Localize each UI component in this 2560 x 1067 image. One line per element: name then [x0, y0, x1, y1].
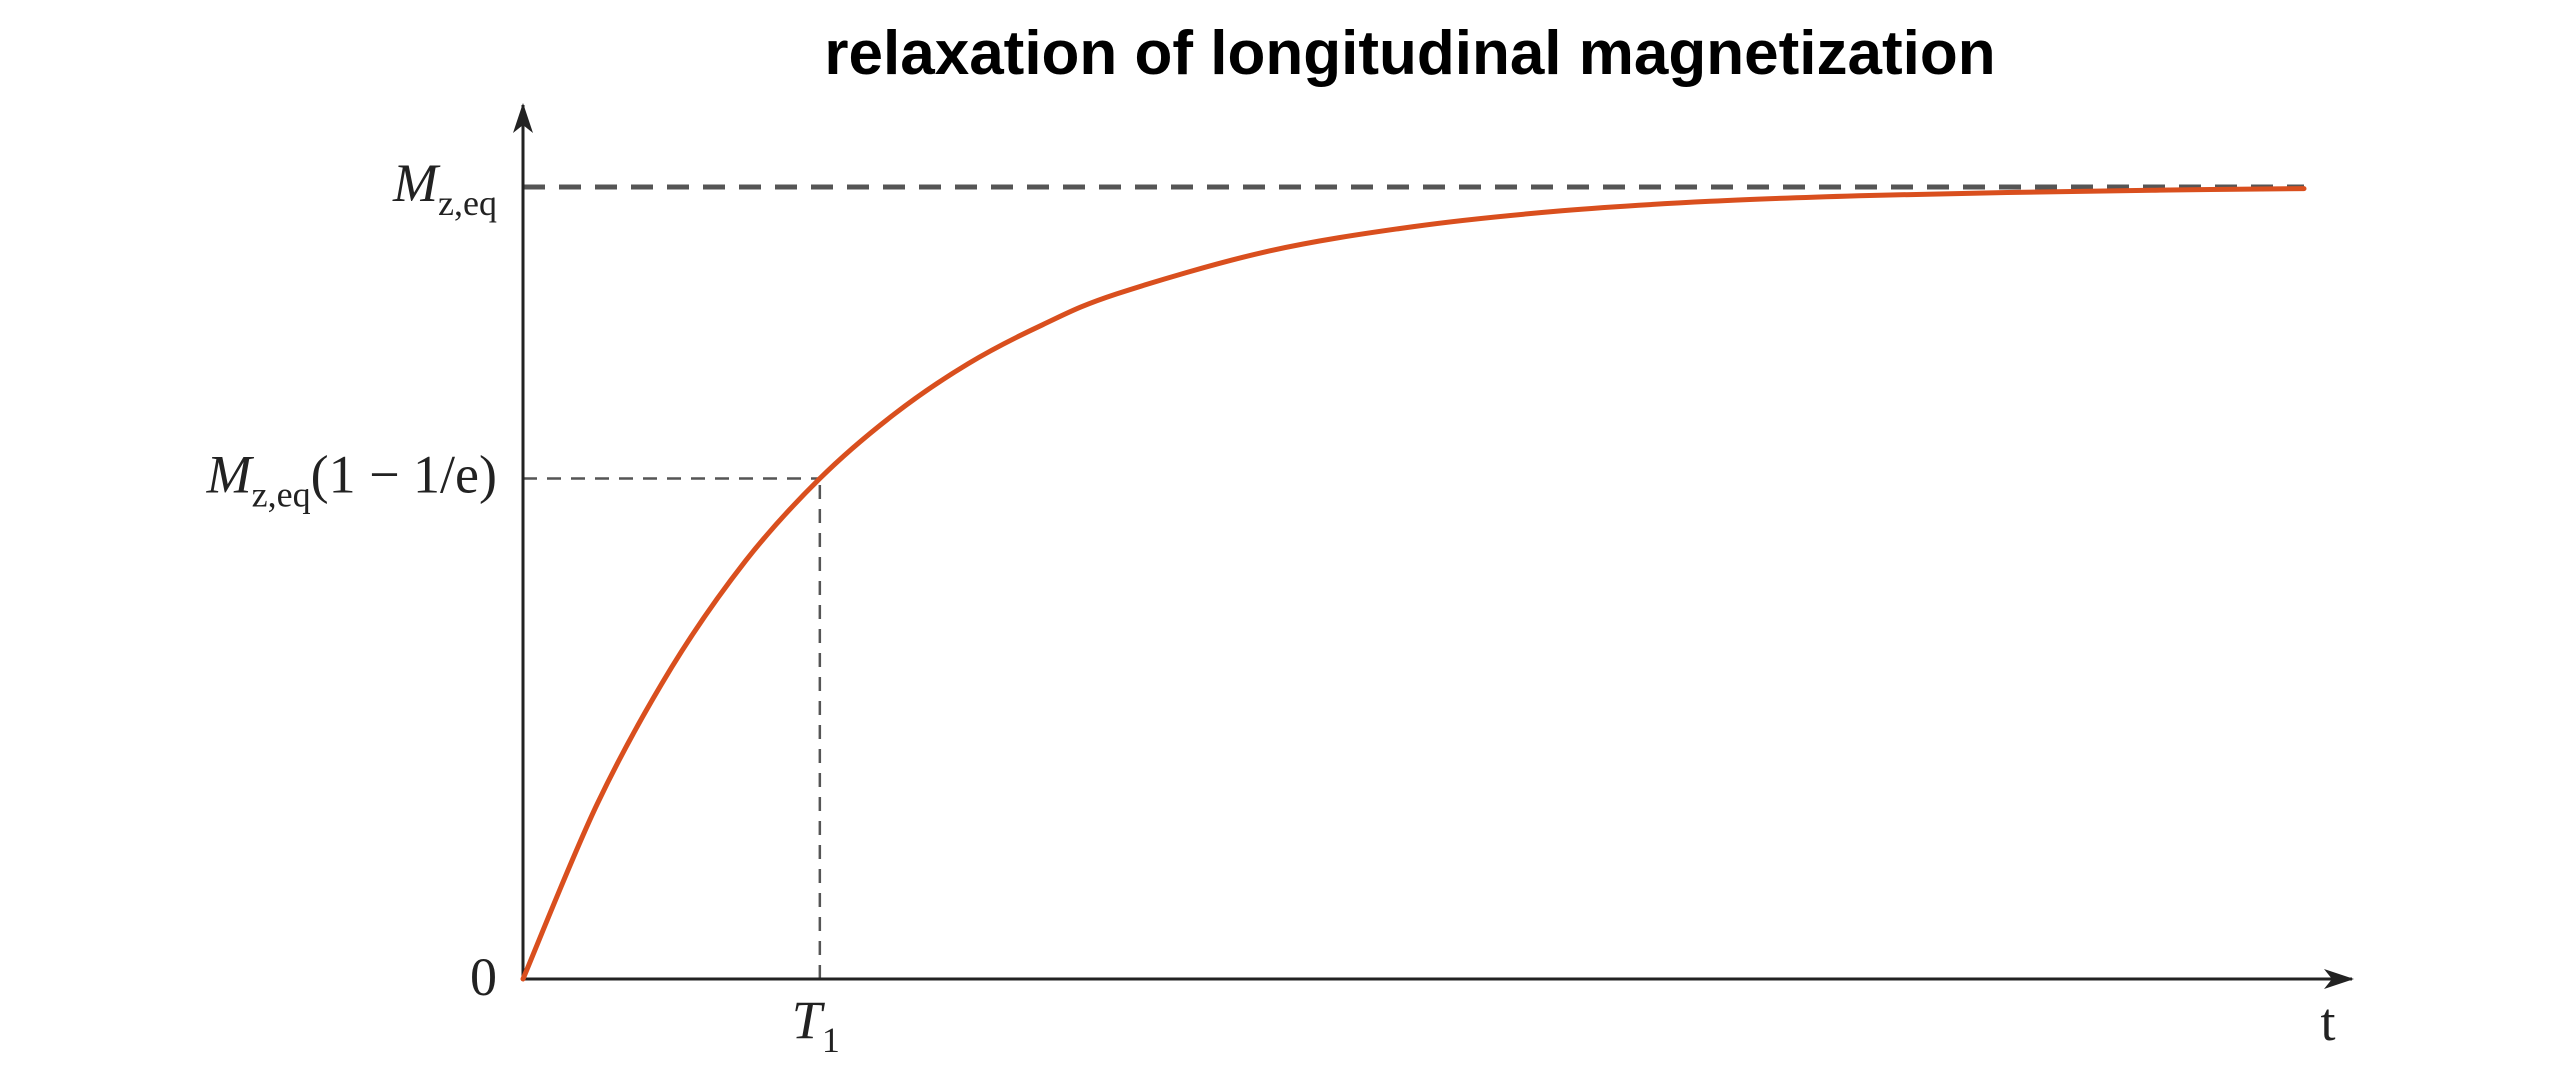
y-tick-label-zero: 0	[470, 947, 497, 1007]
y-tick-label-equilibrium: Mz,eq	[392, 153, 497, 223]
chart-title: relaxation of longitudinal magnetization	[824, 19, 1995, 88]
magnetization-curve	[520, 186, 2307, 982]
x-tick-label-t1: T1	[792, 990, 840, 1060]
x-axis-label: t	[2320, 992, 2335, 1052]
y-tick-label-one-minus-inv-e: Mz,eq(1 − 1/e)	[206, 444, 497, 514]
